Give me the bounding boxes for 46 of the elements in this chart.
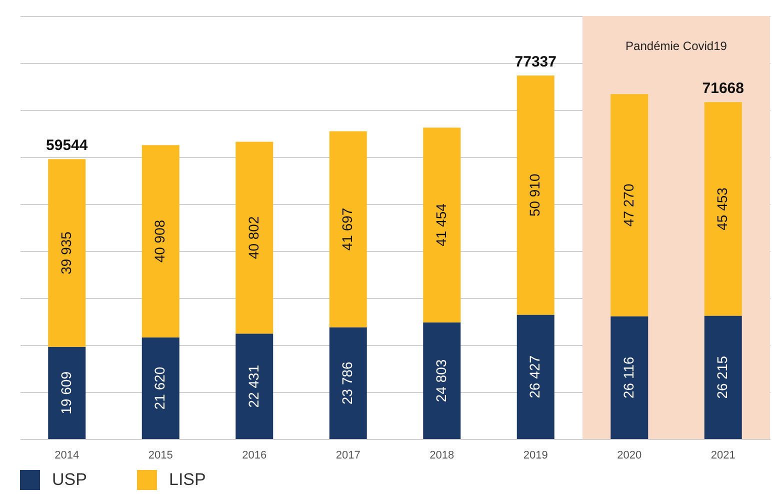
band-label: Pandémie Covid19 bbox=[626, 39, 728, 53]
data-label: 19 609 bbox=[58, 371, 74, 414]
bar bbox=[48, 346, 86, 439]
bar bbox=[48, 159, 86, 347]
data-label: 47 270 bbox=[620, 184, 636, 227]
total-label: 59544 bbox=[46, 137, 88, 154]
data-label: 21 620 bbox=[152, 366, 168, 410]
data-label: 45 453 bbox=[714, 187, 730, 230]
bar bbox=[236, 334, 274, 439]
data-label: 50 910 bbox=[526, 174, 543, 217]
data-label: 26 116 bbox=[620, 356, 636, 399]
bar bbox=[423, 322, 461, 439]
data-label: 41 697 bbox=[339, 208, 356, 251]
bar bbox=[142, 337, 180, 439]
total-label: 77337 bbox=[514, 54, 556, 71]
bar bbox=[704, 316, 742, 439]
x-tick-label: 2014 bbox=[54, 450, 80, 462]
x-tick-label: 2017 bbox=[336, 450, 360, 462]
bar bbox=[236, 142, 274, 334]
data-label: 40 908 bbox=[152, 220, 168, 263]
legend-label: USP bbox=[52, 470, 87, 489]
data-label: 26 215 bbox=[714, 356, 730, 399]
total-label: 71668 bbox=[702, 80, 744, 98]
x-tick-label: 2021 bbox=[710, 450, 736, 462]
data-label: 24 803 bbox=[432, 359, 449, 402]
bar bbox=[423, 128, 461, 322]
x-tick-label: 2016 bbox=[242, 450, 267, 462]
x-tick-label: 2015 bbox=[148, 450, 173, 462]
bar bbox=[329, 131, 367, 328]
x-tick-label: 2020 bbox=[617, 450, 642, 462]
data-label: 22 431 bbox=[245, 364, 262, 408]
x-tick-label: 2019 bbox=[523, 450, 548, 462]
bar bbox=[516, 76, 554, 315]
x-tick-label: 2018 bbox=[430, 450, 454, 462]
bar bbox=[610, 94, 648, 316]
data-label: 23 786 bbox=[339, 361, 356, 405]
bar bbox=[704, 102, 742, 316]
bar bbox=[610, 316, 648, 439]
data-label: 40 802 bbox=[245, 216, 262, 260]
data-label: 41 454 bbox=[432, 203, 449, 246]
bar bbox=[142, 145, 180, 338]
bar bbox=[329, 327, 367, 439]
bar bbox=[516, 314, 554, 439]
legend-label: LISP bbox=[169, 470, 206, 489]
data-label: 39 935 bbox=[58, 231, 74, 274]
data-label: 26 427 bbox=[526, 355, 543, 398]
